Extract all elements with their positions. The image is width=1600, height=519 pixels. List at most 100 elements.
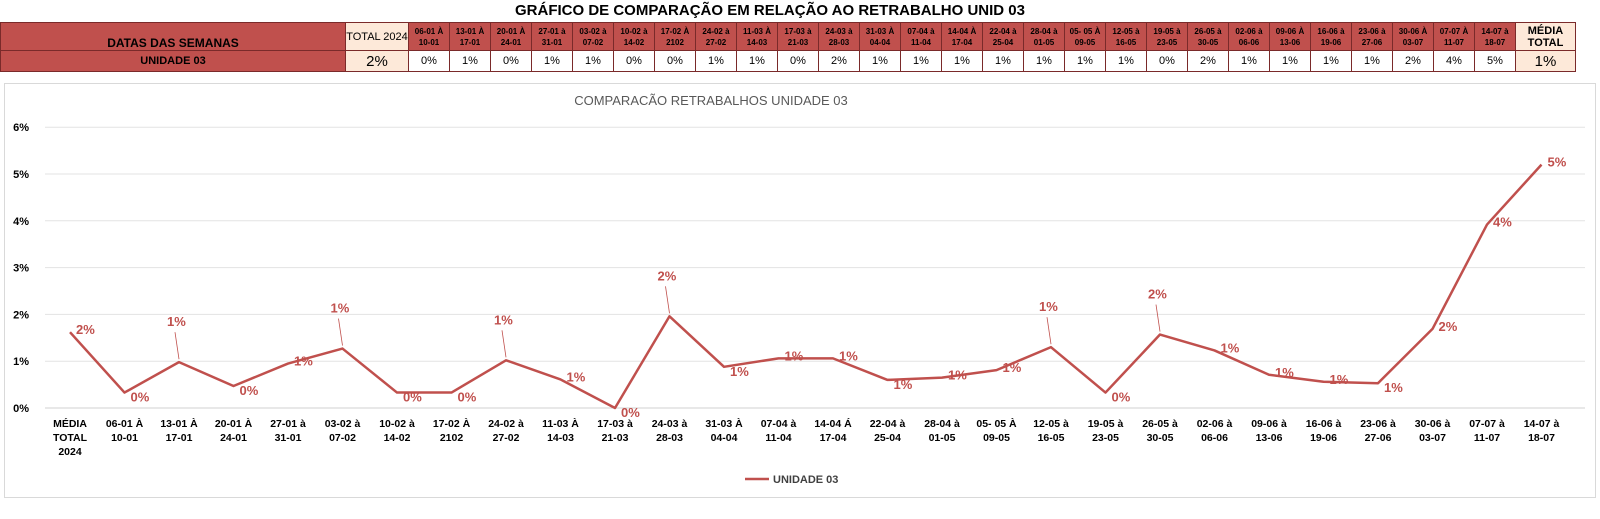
x-tick-label: 14-04 Á 17-04 — [814, 417, 852, 444]
x-tick-label: 11-03 À 14-03 — [542, 417, 579, 444]
data-label-leader — [501, 330, 507, 358]
x-tick-label: 10-02 à 14-02 — [379, 418, 415, 444]
data-label: 4% — [1493, 215, 1512, 230]
data-label-leader — [665, 286, 670, 314]
data-label: 2% — [1148, 287, 1167, 302]
data-label: 1% — [331, 301, 350, 316]
data-label: 1% — [1003, 360, 1022, 375]
x-tick-label-line: 10-01 — [111, 432, 138, 444]
week-value: 0% — [490, 50, 532, 72]
data-label: 2% — [658, 268, 677, 283]
x-tick-label-line: 31-01 — [275, 432, 302, 444]
x-tick-label: 17-03 à 21-03 — [597, 418, 633, 444]
week-header: 26-05 à 30-05 — [1187, 22, 1229, 51]
week-value: 1% — [982, 50, 1024, 72]
x-tick-label-line: 21-03 — [602, 432, 629, 444]
x-tick-label-line: 13-01 À — [160, 417, 198, 430]
data-label: 1% — [894, 377, 913, 392]
x-tick-label-line: 12-05 à — [1033, 418, 1069, 430]
x-tick-label-line: 09-05 — [983, 432, 1010, 444]
data-label: 1% — [730, 364, 749, 379]
x-tick-label-line: 20-01 À — [215, 417, 253, 430]
week-value: 0% — [777, 50, 819, 72]
data-label: 1% — [294, 354, 313, 369]
x-tick-label-line: 22-04 à — [870, 418, 906, 430]
y-tick-label: 6% — [13, 122, 29, 134]
x-tick-label: 24-02 à 27-02 — [488, 418, 524, 444]
data-label: 2% — [1439, 319, 1458, 334]
week-header: 12-05 à 16-05 — [1105, 22, 1147, 51]
average-header: MÉDIA TOTAL — [1515, 22, 1576, 51]
week-header: 24-02 à 27-02 — [695, 22, 737, 51]
week-header: 07-04 à 11-04 — [900, 22, 942, 51]
data-label-leader — [174, 332, 180, 360]
week-header: 06-01 À 10-01 — [408, 22, 450, 51]
x-tick-label-line: 18-07 — [1528, 432, 1555, 444]
x-tick-label-line: 02-06 à — [1197, 418, 1233, 430]
x-tick-label: 24-03 à 28-03 — [652, 418, 688, 444]
x-tick-label: MÉDIA TOTAL 2024 — [53, 417, 88, 458]
week-header: 22-04 à 25-04 — [982, 22, 1024, 51]
week-header: 05- 05 À 09-05 — [1064, 22, 1106, 51]
x-tick-label-line: 03-02 à — [325, 418, 361, 430]
x-tick-label: 07-04 à 11-04 — [761, 418, 797, 444]
x-tick-label-line: 17-01 — [166, 432, 193, 444]
sheet-title: GRÁFICO DE COMPARAÇÃO EM RELAÇÃO AO RETR… — [514, 2, 1025, 19]
week-header: 27-01 à 31-01 — [531, 22, 573, 51]
x-tick-label: 27-01 à 31-01 — [270, 418, 306, 444]
x-tick-label-line: 04-04 — [711, 432, 738, 444]
week-header: 20-01 À 24-01 — [490, 22, 532, 51]
x-tick-label-line: 19-05 à — [1088, 418, 1124, 430]
week-header: 11-03 À 14-03 — [736, 22, 778, 51]
week-value: 1% — [1228, 50, 1270, 72]
x-tick-label-line: 30-06 à — [1415, 418, 1451, 430]
total-header: TOTAL 2024 — [345, 22, 409, 51]
x-tick-label-line: 27-01 à — [270, 418, 306, 430]
legend-label: UNIDADE 03 — [773, 474, 838, 486]
x-tick-label: 26-05 à 30-05 — [1142, 418, 1178, 444]
week-value: 1% — [859, 50, 901, 72]
x-tick-label-line: 11-03 À — [542, 417, 579, 430]
x-tick-label-line: 07-07 à — [1469, 418, 1505, 430]
week-value: 1% — [1351, 50, 1393, 72]
data-label: 0% — [240, 383, 259, 398]
week-header: 24-03 à 28-03 — [818, 22, 860, 51]
y-tick-label: 4% — [13, 216, 29, 228]
week-value: 1% — [572, 50, 614, 72]
week-value: 0% — [1146, 50, 1188, 72]
data-label: 2% — [76, 322, 95, 337]
line-chart: COMPARACÃO RETRABALHOS UNIDADE 03 0% 1% 2% 3… — [13, 93, 1585, 486]
week-header: 03-02 à 07-02 — [572, 22, 614, 51]
week-header: 19-05 à 23-05 — [1146, 22, 1188, 51]
data-label: 0% — [458, 390, 477, 405]
week-value: 1% — [1105, 50, 1147, 72]
data-label: 1% — [1384, 380, 1403, 395]
week-value: 1% — [1064, 50, 1106, 72]
x-tick-label-line: 16-05 — [1038, 432, 1065, 444]
x-tick-label-line: 23-06 à — [1360, 418, 1396, 430]
x-tick-label-line: 17-03 à — [597, 418, 633, 430]
week-header: 02-06 à 06-06 — [1228, 22, 1270, 51]
week-value: 1% — [531, 50, 573, 72]
x-tick-label-line: 23-05 — [1092, 432, 1119, 444]
chart-title: COMPARACÃO RETRABALHOS UNIDADE 03 — [574, 93, 848, 108]
data-label: 1% — [1330, 372, 1349, 387]
x-tick-label-line: 26-05 à — [1142, 418, 1178, 430]
x-tick-label-line: 2024 — [58, 446, 82, 458]
y-tick-label: 3% — [13, 263, 29, 275]
data-label: 1% — [494, 312, 513, 327]
row-header-label: DATAS DAS SEMANAS — [0, 22, 346, 51]
x-tick-label-line: 06-06 — [1201, 432, 1228, 444]
data-label: 0% — [131, 390, 150, 405]
average-value: 1% — [1515, 50, 1576, 72]
x-tick-label-line: 30-05 — [1147, 432, 1174, 444]
week-value: 1% — [695, 50, 737, 72]
y-tick-label: 5% — [13, 169, 29, 181]
week-value: 1% — [449, 50, 491, 72]
x-tick-label-line: 16-06 à — [1306, 418, 1342, 430]
y-tick-label: 0% — [13, 403, 29, 415]
week-header: 23-06 à 27-06 — [1351, 22, 1393, 51]
x-tick-label: 17-02 À 2102 — [433, 417, 471, 444]
x-tick-label: 28-04 à 01-05 — [924, 418, 960, 444]
header-row: DATAS DAS SEMANAS TOTAL 2024 06-01 À 10-… — [0, 22, 1576, 51]
